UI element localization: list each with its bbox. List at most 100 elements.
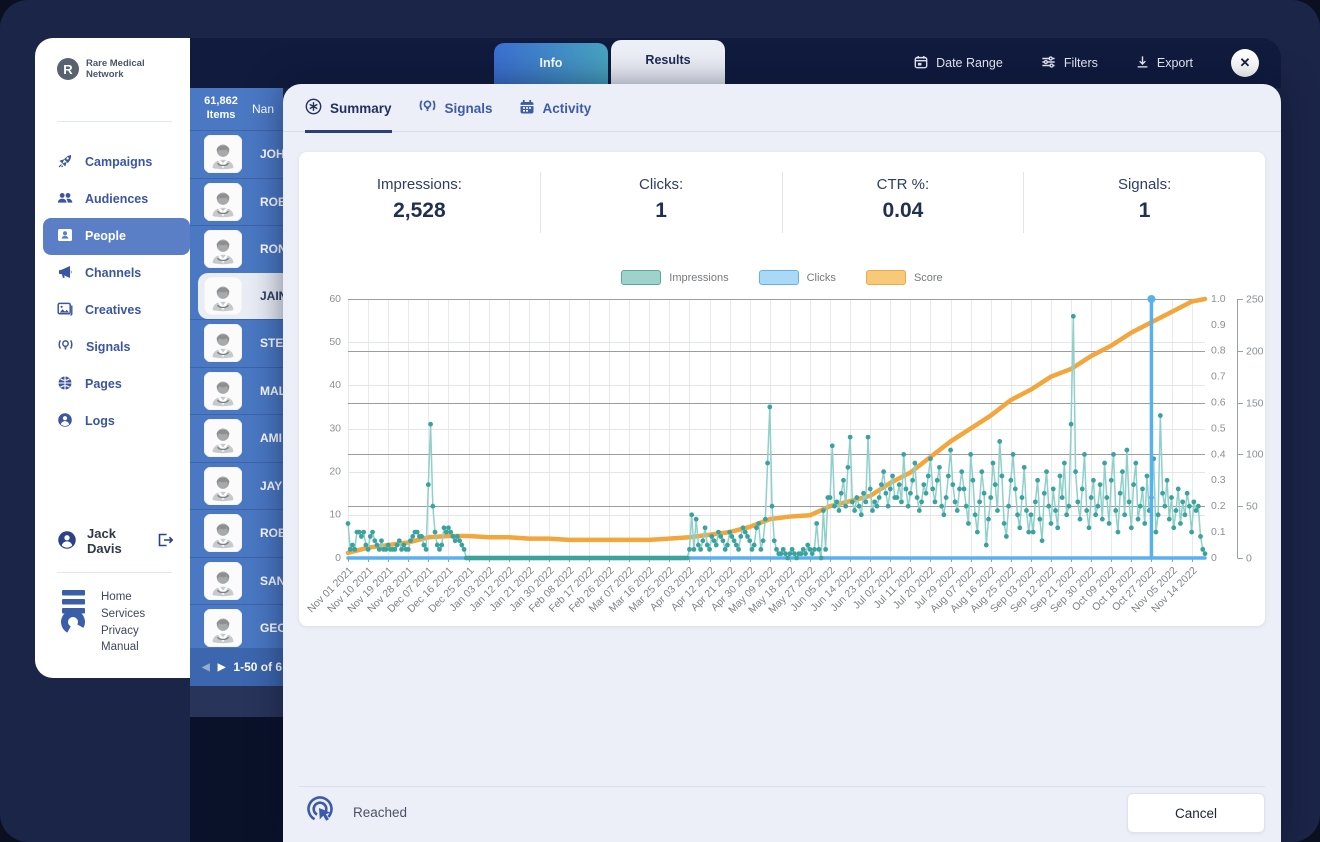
sidebar-item-people[interactable]: People	[43, 217, 190, 255]
person-name: MAL	[260, 383, 283, 398]
person-avatar	[204, 467, 242, 505]
tab-results[interactable]: Results	[611, 40, 725, 88]
sidebar-item-audiences[interactable]: Audiences	[35, 181, 190, 218]
person-name: GEO	[260, 621, 283, 636]
sidebar-item-creatives[interactable]: Creatives	[35, 292, 190, 329]
stat-label: Signals:	[1117, 176, 1172, 193]
tab-activity-label: Activity	[542, 101, 592, 116]
megaphone-icon	[57, 264, 73, 283]
export-button[interactable]: Export	[1136, 55, 1193, 72]
brand: R Rare Medical Network	[35, 38, 190, 81]
calendar-icon	[519, 99, 535, 118]
tab-summary[interactable]: Summary	[305, 98, 392, 133]
link-home[interactable]: Home	[101, 591, 132, 604]
export-label: Export	[1156, 56, 1193, 70]
filters-button[interactable]: Filters	[1041, 55, 1098, 72]
person-name: ROB	[260, 526, 283, 541]
sidebar-item-label: Campaigns	[85, 155, 153, 170]
stat-value: 0.04	[882, 199, 924, 222]
person-row[interactable]: JOH	[190, 130, 283, 178]
person-avatar	[204, 609, 242, 647]
person-row[interactable]: MAL	[190, 366, 283, 415]
person-row-selected[interactable]: JAIN	[198, 272, 283, 319]
person-name: ROB	[260, 194, 283, 209]
calendar-icon	[914, 55, 928, 72]
person-row[interactable]: SAN	[190, 556, 283, 605]
person-name: STE	[260, 336, 283, 351]
record-tabs: Info Results	[494, 38, 725, 88]
sidebar-item-channels[interactable]: Channels	[35, 255, 190, 292]
signal-bulb-icon	[418, 98, 437, 119]
person-avatar	[204, 324, 242, 362]
brand-name: Rare Medical Network	[86, 58, 145, 81]
person-row[interactable]: ROB	[190, 177, 283, 226]
person-row[interactable]: GEO	[190, 604, 283, 648]
sidebar-item-logs[interactable]: Logs	[35, 403, 190, 440]
people-list-header: 61,862 Items Nan	[190, 88, 283, 130]
sidebar-item-campaigns[interactable]: Campaigns	[35, 144, 190, 181]
close-button[interactable]: ✕	[1231, 49, 1259, 77]
person-row[interactable]: STE	[190, 319, 283, 367]
date-range-label: Date Range	[936, 56, 1003, 70]
close-icon: ✕	[1239, 55, 1251, 70]
person-avatar	[204, 419, 242, 457]
items-count: 61,862	[204, 95, 238, 108]
stat-value: 1	[1138, 199, 1151, 222]
contact-card-icon	[57, 227, 73, 246]
sidebar-item-label: Creatives	[85, 303, 142, 318]
sidebar-item-label: Pages	[85, 377, 122, 392]
reached-label: Reached	[353, 805, 408, 820]
prev-page-icon[interactable]: ◀	[202, 661, 210, 673]
person-row[interactable]: RON	[190, 225, 283, 273]
stat-label: CTR %:	[876, 176, 930, 193]
person-row[interactable]: JAY	[190, 461, 283, 510]
stat-value: 2,528	[393, 199, 446, 222]
people-list: 61,862 Items Nan JOH ROB RON JAIN STE MA…	[190, 88, 283, 648]
person-avatar	[204, 372, 242, 410]
sidebar-item-label: Audiences	[85, 192, 149, 207]
link-services[interactable]: Services	[101, 607, 146, 620]
tab-info[interactable]: Info	[494, 43, 608, 88]
person-avatar	[204, 135, 242, 173]
person-row[interactable]: AMI	[190, 414, 283, 462]
person-name: RON	[260, 242, 283, 257]
items-count-label: Items	[206, 109, 236, 121]
tab-summary-label: Summary	[330, 100, 392, 116]
divider	[57, 120, 172, 122]
person-name: SAN	[260, 573, 283, 588]
pagination-label: 1-50 of 6	[233, 660, 283, 674]
next-page-icon[interactable]: ▶	[217, 661, 226, 673]
list-footer-strip	[190, 686, 283, 717]
user-row[interactable]: Jack Davis	[35, 526, 190, 556]
person-avatar	[204, 230, 242, 268]
person-name: JOH	[260, 147, 283, 162]
person-name: JAIN	[260, 288, 283, 303]
person-circle-icon	[57, 412, 73, 431]
person-row[interactable]: ROB	[190, 509, 283, 557]
divider	[57, 572, 172, 574]
results-chart[interactable]	[299, 262, 1265, 626]
cancel-button[interactable]: Cancel	[1127, 793, 1265, 833]
top-bar: Info Results Date Range Filters Export	[190, 38, 1281, 88]
name-column-header[interactable]: Nan	[252, 102, 275, 116]
users-icon	[57, 190, 73, 209]
logout-icon[interactable]	[156, 532, 174, 551]
tab-signals[interactable]: Signals	[418, 98, 493, 131]
stat-clicks: Clicks: 1	[539, 172, 782, 233]
date-range-button[interactable]: Date Range	[914, 55, 1003, 72]
stat-impressions: Impressions: 2,528	[299, 172, 540, 233]
person-name: AMI	[260, 431, 282, 446]
sidebar-item-label: Logs	[85, 414, 115, 429]
link-privacy[interactable]: Privacy	[101, 624, 139, 637]
sliders-icon	[1041, 55, 1056, 72]
stat-value: 1	[655, 199, 667, 222]
tab-activity[interactable]: Activity	[519, 99, 592, 130]
sidebar-item-signals[interactable]: Signals	[35, 329, 190, 366]
person-name: JAY	[260, 478, 283, 493]
person-avatar	[204, 183, 242, 221]
brand-logo-icon: R	[57, 58, 79, 81]
link-manual[interactable]: Manual	[101, 641, 139, 654]
stat-ctr: CTR %: 0.04	[781, 172, 1024, 233]
sidebar-item-pages[interactable]: Pages	[35, 366, 190, 403]
